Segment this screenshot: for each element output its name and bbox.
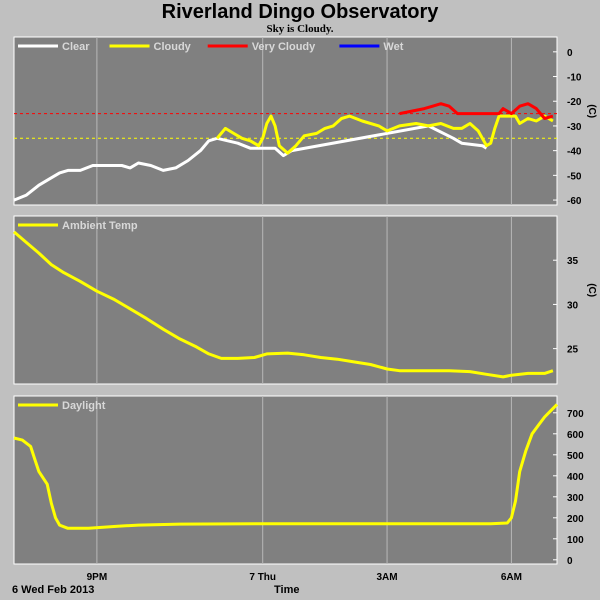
daylight-y-tick-label: 100	[567, 535, 584, 546]
legend-label-wet: Wet	[383, 41, 403, 53]
sky-y-tick-label: -30	[567, 122, 582, 133]
daylight-y-tick-label: 400	[567, 472, 584, 483]
x-tick-label: 6AM	[501, 572, 522, 583]
sky-y-axis-label: (C)	[586, 104, 597, 118]
legend-label-ambient-temp: Ambient Temp	[62, 220, 138, 232]
sky-y-tick-label: -60	[567, 196, 582, 207]
daylight-y-tick-label: 200	[567, 514, 584, 525]
ambient-y-tick-label: 25	[567, 345, 579, 356]
legend-label-very-cloudy: Very Cloudy	[252, 41, 316, 53]
daylight-y-tick-label: 700	[567, 409, 584, 420]
ambient-y-tick-label: 35	[567, 256, 579, 267]
series-daylight-line	[13, 403, 559, 530]
legend-label-clear: Clear	[62, 41, 90, 53]
x-tick-label: 9PM	[87, 572, 108, 583]
daylight-panel: 700 600 500 400 300 200 100 0 Daylight	[13, 395, 584, 567]
ambient-plot-area	[13, 215, 558, 385]
x-tick-label: 7 Thu	[249, 572, 276, 583]
legend-label-cloudy: Cloudy	[154, 41, 192, 53]
legend-label-daylight: Daylight	[62, 400, 106, 412]
date-label: 6 Wed Feb 2013	[12, 584, 95, 596]
series-cloudy-line	[215, 114, 554, 155]
daylight-y-tick-label: 500	[567, 451, 584, 462]
daylight-y-tick-label: 600	[567, 430, 584, 441]
series-clear-line	[13, 124, 488, 202]
sky-y-tick-label: 0	[567, 48, 573, 59]
sky-plot-area	[13, 36, 558, 206]
daylight-plot-area	[13, 395, 558, 565]
sky-y-tick-label: -10	[567, 73, 582, 84]
x-axis-label: Time	[274, 584, 300, 596]
sky-panel: 0 -10 -20 -30 -40 -50 -60 (C) Clear Cloudy Very Cl…	[13, 36, 597, 207]
series-ambient-temp-line	[13, 230, 554, 379]
ambient-panel: 35 30 25 (C) Ambient Temp	[13, 215, 597, 385]
x-tick-label: 3AM	[376, 572, 397, 583]
sky-y-tick-label: -20	[567, 97, 582, 108]
ambient-y-tick-label: 30	[567, 300, 579, 311]
daylight-y-tick-label: 0	[567, 556, 573, 567]
sky-status-subtitle: Sky is Cloudy.	[266, 23, 334, 35]
series-very-cloudy-line	[399, 102, 554, 120]
chart-title: Riverland Dingo Observatory	[161, 1, 439, 23]
sky-y-tick-label: -40	[567, 147, 582, 158]
daylight-y-tick-label: 300	[567, 493, 584, 504]
sky-y-tick-label: -50	[567, 171, 582, 182]
ambient-y-axis-label: (C)	[586, 283, 597, 297]
